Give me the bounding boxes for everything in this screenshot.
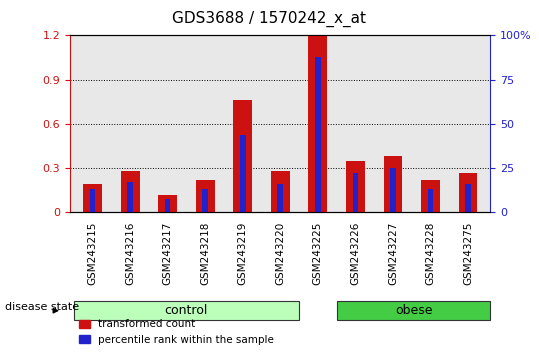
Bar [465,184,471,212]
Bar [308,35,327,212]
Bar [127,182,133,212]
Bar [90,189,95,212]
Bar [390,168,396,212]
Bar [165,199,170,212]
Bar [278,184,283,212]
Bar [233,100,252,212]
Text: GDS3688 / 1570242_x_at: GDS3688 / 1570242_x_at [172,11,367,27]
Text: disease state: disease state [5,302,80,312]
Bar [196,180,215,212]
Text: obese: obese [395,304,432,317]
Bar [384,156,402,212]
Bar [83,184,102,212]
Text: control: control [165,304,208,317]
Legend: transformed count, percentile rank within the sample: transformed count, percentile rank withi… [75,315,278,349]
Bar [158,195,177,212]
Bar [202,189,208,212]
Bar [427,189,433,212]
Bar [346,161,365,212]
Bar [121,171,140,212]
Bar [240,135,246,212]
Bar [271,171,289,212]
Bar [421,180,440,212]
Bar [459,172,478,212]
Bar [353,173,358,212]
Bar [315,57,321,212]
